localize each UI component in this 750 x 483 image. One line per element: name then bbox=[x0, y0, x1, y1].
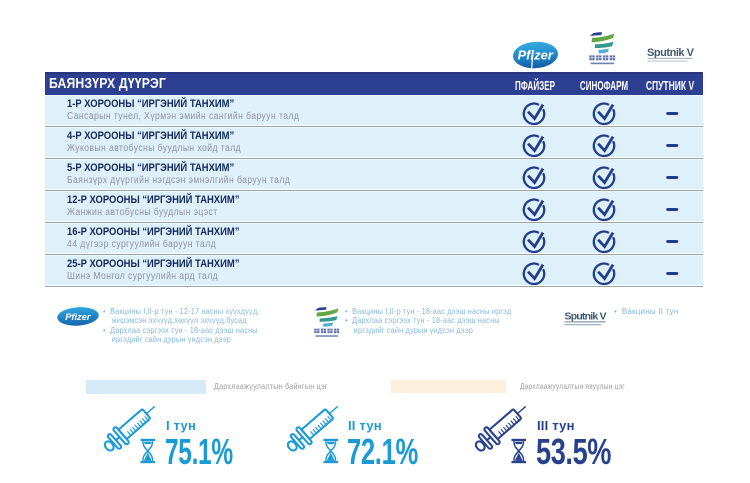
svg-text:Sputnik V: Sputnik V bbox=[565, 311, 607, 323]
svg-text:Pfizer: Pfizer bbox=[517, 47, 553, 62]
svg-text:Pfizer: Pfizer bbox=[65, 312, 90, 322]
svg-text:Sputnik V: Sputnik V bbox=[647, 46, 695, 58]
